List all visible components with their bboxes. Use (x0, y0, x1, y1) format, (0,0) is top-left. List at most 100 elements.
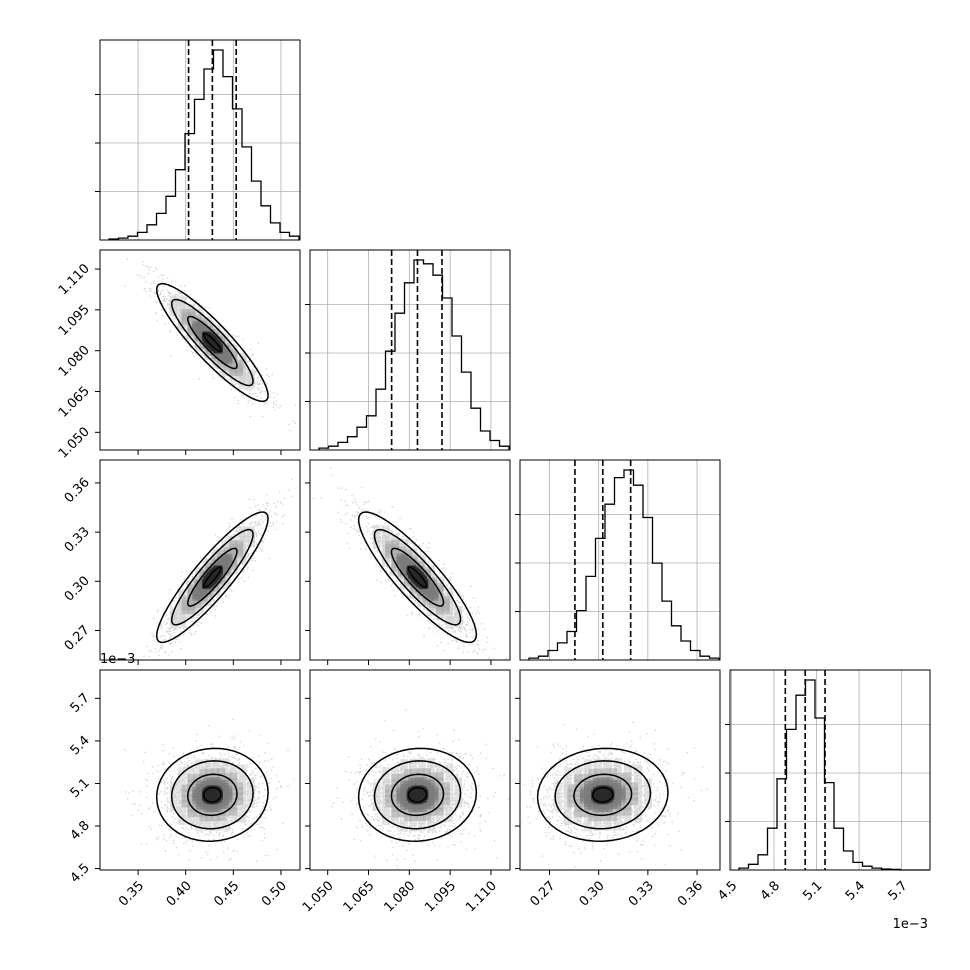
density-cell (181, 794, 190, 803)
density-cell (381, 774, 390, 783)
density-cell (441, 797, 450, 806)
density-cell (229, 348, 238, 357)
density-cell (187, 799, 196, 808)
density-cell (435, 797, 444, 806)
panel-content (123, 718, 295, 863)
density-cell (229, 777, 238, 786)
density-cell (391, 809, 400, 818)
density-cell (418, 822, 427, 831)
density-cell (217, 773, 226, 782)
density-cell (595, 813, 604, 822)
panel-2d-2-0 (95, 459, 301, 665)
density-cell (169, 796, 178, 804)
y-tick-label: 0.30 (62, 574, 93, 605)
panel-content (124, 258, 297, 432)
contour-3 (203, 566, 222, 588)
density-cell (574, 799, 583, 808)
density-cell (186, 611, 195, 620)
density-cell (229, 787, 238, 796)
x-tick-label: 1.050 (300, 878, 337, 915)
contour-2 (186, 315, 238, 370)
density-cell (385, 784, 394, 793)
density-cell (217, 768, 226, 777)
density-cell (408, 823, 417, 832)
density-cell (385, 540, 394, 549)
density-cell (630, 792, 639, 801)
density-cell (178, 817, 187, 826)
contour-3 (591, 786, 614, 803)
x-tick-label: 1.080 (381, 878, 418, 915)
density-cell (418, 758, 427, 767)
density-cell (381, 817, 390, 826)
density-cell (169, 788, 178, 797)
density-cell (595, 768, 604, 777)
density-cell (238, 526, 247, 535)
density-cell (235, 792, 244, 801)
density-cell (441, 782, 450, 791)
density-cell (623, 814, 632, 823)
contour-0 (155, 282, 269, 403)
density-cell (211, 813, 220, 822)
density-cell (581, 808, 590, 817)
density-cell (430, 785, 439, 794)
density-cell (181, 799, 190, 808)
density-cell (229, 535, 238, 544)
density-cell (391, 774, 400, 783)
density-cell (399, 816, 408, 825)
y-tick-label: 0.36 (62, 475, 93, 506)
density-cell (204, 758, 213, 767)
density-cell (212, 758, 221, 767)
density-cell (404, 549, 413, 558)
density-cell (623, 797, 632, 806)
contour-1 (554, 760, 652, 830)
density-cell (187, 784, 196, 793)
density-cell (583, 816, 592, 825)
density-cell (399, 576, 408, 585)
density-cell (574, 789, 583, 798)
hist-frame (519, 459, 721, 661)
density-cell (422, 768, 431, 777)
density-cell (235, 797, 244, 806)
density-cell (581, 774, 590, 783)
x-tick-label: 1.095 (422, 878, 459, 915)
y-tick-label: 1.065 (56, 384, 93, 421)
density-cell (603, 822, 612, 831)
density-cell (181, 789, 190, 798)
contour-0 (536, 747, 669, 842)
density-cell (574, 779, 583, 788)
density-cell (454, 792, 463, 801)
density-cell (224, 351, 233, 360)
density-cell (574, 774, 583, 783)
density-cell (205, 562, 214, 571)
x-tick-label: 1.110 (463, 878, 500, 915)
density-cell (445, 611, 454, 620)
density-cell (445, 616, 454, 625)
density-cell (613, 765, 622, 774)
density-cell (229, 814, 238, 823)
y-tick-label: 5.1 (68, 776, 93, 801)
contour-1 (170, 528, 254, 626)
density-cell (187, 309, 196, 318)
density-cell (181, 596, 190, 605)
density-cell (596, 777, 605, 786)
density-cell (246, 792, 255, 801)
density-cell (435, 583, 444, 592)
density-cell (212, 822, 221, 831)
density-cell (187, 789, 196, 798)
x-tick-label: 4.5 (715, 878, 740, 903)
density-cell (436, 814, 445, 823)
density-cell (381, 535, 390, 544)
histogram-series-2 (528, 469, 720, 660)
density-cell (426, 579, 435, 588)
density-cell (630, 787, 639, 796)
density-cell (372, 531, 381, 540)
density-cell (186, 580, 195, 589)
contour-3 (407, 566, 428, 588)
density-cell (381, 525, 390, 534)
density-cell (605, 777, 614, 786)
density-cell (193, 808, 202, 817)
density-cell (187, 804, 196, 813)
density-cell (408, 547, 417, 556)
density-cell (178, 774, 187, 783)
hist-frame (99, 39, 301, 241)
